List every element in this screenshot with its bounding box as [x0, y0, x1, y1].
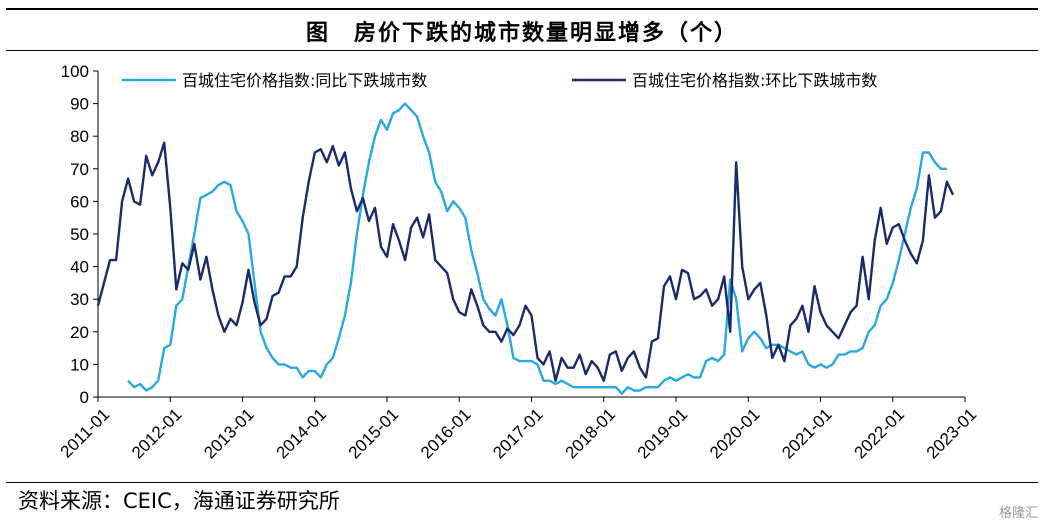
y-tick-label: 80 — [70, 127, 89, 146]
x-tick-label: 2016-01 — [417, 405, 475, 463]
x-tick-label: 2023-01 — [923, 405, 981, 463]
chart-title: 图 房价下跌的城市数量明显增多（个） — [305, 21, 738, 46]
line-chart: 0 10 20 30 40 50 60 70 80 90 100 2011-01 2012-01 2013… — [57, 62, 981, 462]
source-rule — [6, 482, 1038, 483]
watermark: 格隆汇 — [998, 506, 1038, 521]
x-tick-label: 2011-01 — [57, 405, 114, 462]
x-tick-label: 2012-01 — [128, 405, 186, 463]
y-tick-label: 50 — [70, 225, 89, 244]
series-mom-line — [96, 141, 955, 382]
x-tick-label: 2014-01 — [273, 405, 331, 463]
x-tick-label: 2021-01 — [778, 405, 836, 463]
y-tick-label: 20 — [70, 323, 89, 342]
axes: 0 10 20 30 40 50 60 70 80 90 100 2011-01 2012-01 2013… — [57, 62, 981, 462]
y-tick-label: 60 — [70, 192, 89, 211]
x-tick-label: 2013-01 — [200, 405, 258, 463]
title-rule — [6, 50, 1038, 51]
x-tick-label: 2015-01 — [345, 405, 403, 463]
y-tick-label: 90 — [70, 95, 89, 114]
legend-label-2: 百城住宅价格指数:环比下跌城市数 — [632, 71, 877, 90]
y-tick-label: 100 — [61, 62, 89, 81]
series-yoy-line — [127, 102, 947, 395]
x-tick-label: 2020-01 — [706, 405, 764, 463]
source-note: 资料来源：CEIC，海通证券研究所 — [18, 489, 340, 513]
y-tick-label: 70 — [70, 160, 89, 179]
x-tick-label: 2019-01 — [634, 405, 692, 463]
y-tick-label: 40 — [70, 258, 89, 277]
x-tick-label: 2018-01 — [562, 405, 620, 463]
y-tick-label: 30 — [70, 290, 89, 309]
x-tick-label: 2022-01 — [851, 405, 909, 463]
y-tick-label: 0 — [80, 388, 89, 407]
title-bar: 图 房价下跌的城市数量明显增多（个） — [0, 9, 1044, 47]
legend: 百城住宅价格指数:同比下跌城市数 百城住宅价格指数:环比下跌城市数 — [122, 71, 877, 90]
x-tick-label: 2017-01 — [489, 405, 547, 463]
y-tick-label: 10 — [70, 355, 89, 374]
legend-label-1: 百城住宅价格指数:同比下跌城市数 — [182, 71, 427, 90]
top-rule — [6, 8, 1038, 10]
series-layer — [96, 102, 955, 395]
